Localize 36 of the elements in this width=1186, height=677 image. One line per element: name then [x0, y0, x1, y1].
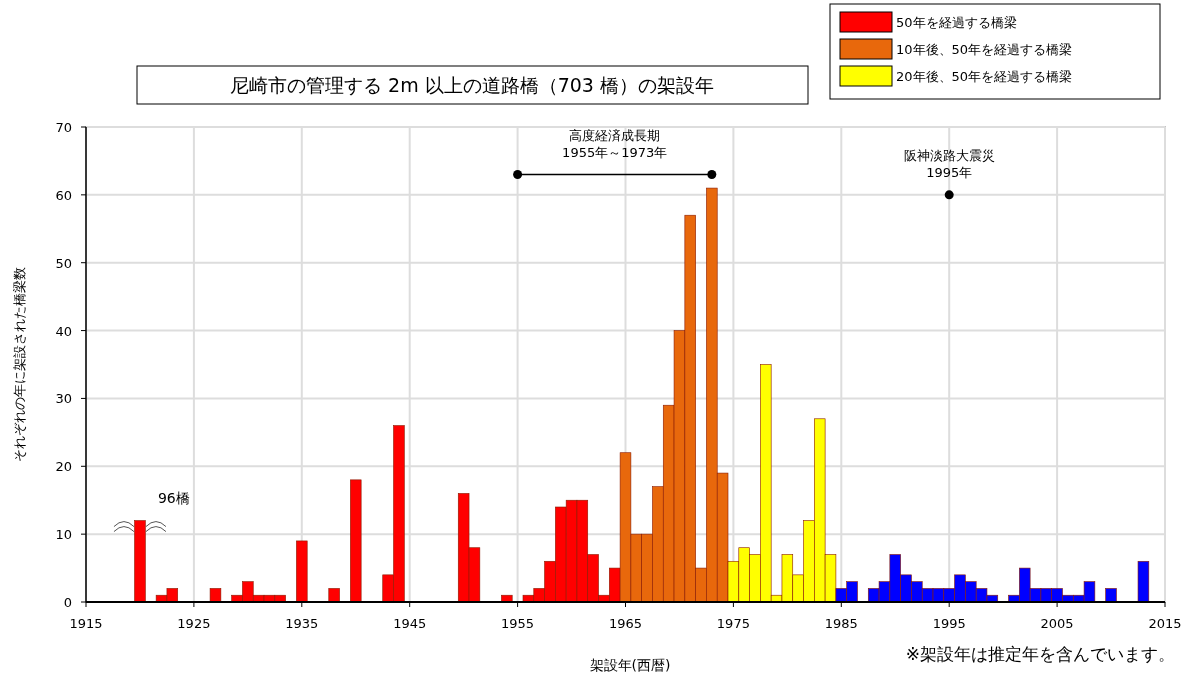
text: ※架設年は推定年を含んでいます。 [905, 644, 1175, 664]
y-tick-label: 10 [55, 527, 72, 543]
legend-label: 20年後、50年を経過する橋梁 [896, 69, 1073, 84]
legend-label: 50年を経過する橋梁 [896, 15, 1017, 30]
bar [1137, 560, 1150, 603]
x-tick-label: 1955 [501, 616, 535, 631]
y-tick-label: 50 [55, 255, 72, 271]
y-tick-label: 40 [55, 323, 72, 339]
x-tick-label: 1945 [393, 616, 427, 631]
y-tick-label: 60 [55, 187, 72, 203]
x-tick-label: 1985 [824, 616, 858, 631]
y-tick-label: 30 [55, 391, 72, 407]
y-tick-label: 70 [55, 120, 72, 135]
x-tick-label: 1965 [608, 616, 643, 631]
y-tick-label: 20 [55, 459, 72, 475]
annotation: 阪神淡路大震災 1995年 [903, 147, 995, 180]
annotation: 高度経済成長期 1955年～1973年 [562, 127, 668, 160]
x-axis-title: 架設年(西暦) [589, 657, 671, 673]
bar [350, 479, 362, 603]
y-tick-label: 0 [63, 595, 72, 610]
bar [209, 588, 222, 603]
bar [328, 588, 340, 603]
bar [1105, 588, 1117, 603]
legend-label: 10年後、50年を経過する橋梁 [896, 42, 1073, 57]
x-tick-label: 2015 [1148, 616, 1182, 631]
x-tick-label: 1995 [932, 616, 966, 631]
y-axis-title: それぞれの年に架設された橋梁数 [12, 267, 27, 462]
chart-title: 尼崎市の管理する 2m 以上の道路橋（703 橋）の架設年 [230, 74, 714, 96]
bar [134, 520, 146, 603]
annotation: 96橋 [157, 489, 190, 506]
x-tick-label: 1975 [716, 616, 750, 631]
x-tick-label: 1915 [69, 616, 103, 631]
x-tick-label: 2005 [1040, 616, 1074, 631]
x-tick-label: 1935 [285, 616, 319, 631]
x-tick-label: 1925 [177, 616, 211, 631]
bar [296, 540, 308, 603]
